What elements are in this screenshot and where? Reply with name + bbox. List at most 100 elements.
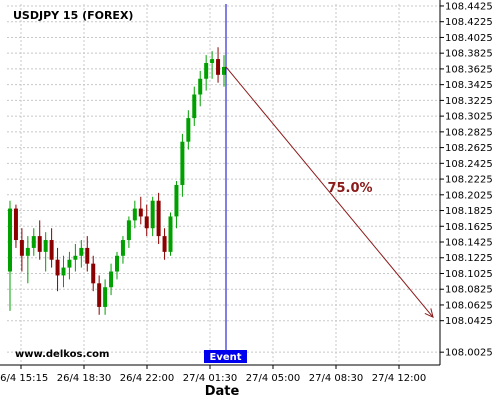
projection-arrow [225,66,434,319]
candle-body [162,236,167,252]
candle [150,196,155,237]
candle-body [120,240,125,256]
candle [103,279,108,315]
candle-body [216,59,221,75]
grid-lines [7,4,440,362]
candle [109,263,114,296]
candle-body [204,63,209,79]
y-tick-label: 108.3825 [445,49,493,60]
candle-body [61,267,66,276]
candle [138,196,143,225]
projection-percent-label: 75.0% [327,181,372,196]
candle [192,86,197,126]
x-axis-title: Date [205,384,240,399]
candle [204,55,209,91]
candle [67,251,72,280]
candle [222,55,226,87]
candle [31,228,36,256]
watermark-text: www.delkos.com [15,349,109,360]
candle [55,247,60,292]
candle [25,236,30,284]
y-tick-label: 108.3425 [445,80,493,91]
y-tick-label: 108.1425 [445,238,493,249]
candle-series [8,47,226,315]
candle-body [49,240,54,260]
y-tick-label: 108.4225 [445,17,493,28]
candle [37,220,42,260]
y-tick-label: 108.2225 [445,175,493,186]
y-tick-label: 108.3625 [445,64,493,75]
x-tick-label: 26/4 22:00 [120,373,174,384]
candle-body [43,240,48,252]
y-tick-label: 108.4425 [445,1,493,12]
candle [216,47,221,83]
candle [132,200,137,229]
candle-body [115,255,119,272]
y-tick-label: 108.0825 [445,285,493,296]
y-tick-label: 108.0625 [445,300,493,311]
candle-body [132,208,137,221]
candle [49,228,54,268]
candle [144,204,149,237]
x-axis: 26/4 15:15 26/4 18:30 26/4 22:00 27/4 01:30… [0,365,426,384]
x-tick-label: 26/4 18:30 [57,373,111,384]
candle-body [186,118,191,142]
candle-body [144,216,149,229]
candle [73,243,78,272]
candle-body [192,94,197,119]
candle-body [210,59,215,64]
candle [91,255,96,292]
candle [156,192,161,244]
candle [61,255,66,288]
candle-body [150,200,155,229]
y-tick-label: 108.1225 [445,253,493,264]
candle-body [156,200,161,237]
projection-line [225,66,434,318]
candle-body [138,208,143,217]
candle-body [31,236,36,248]
candle [210,51,215,79]
candle-body [55,259,60,276]
projection-arrowhead [424,308,434,319]
x-tick-label: 27/4 01:30 [183,373,237,384]
y-tick-label: 108.2825 [445,127,493,138]
candle-body [85,247,90,264]
candle-body [91,263,96,284]
candle-body [198,78,203,95]
candle [13,204,18,248]
y-tick-label: 108.2025 [445,190,493,201]
candle [97,275,102,315]
candle [8,200,12,311]
candle-body [8,208,12,272]
candle [162,228,167,260]
y-tick-label: 108.3025 [445,112,493,123]
candle-body [180,141,185,185]
y-tick-label: 108.0425 [445,316,493,327]
y-tick-label: 108.2625 [445,143,493,154]
candle [120,236,125,264]
candle-body [25,247,30,256]
candle-body [37,236,42,252]
candle-body [168,216,173,252]
candle-body [126,220,131,241]
x-tick-label: 27/4 12:00 [372,373,426,384]
y-tick-label: 108.2425 [445,159,493,170]
x-tick-label: 27/4 08:30 [309,373,363,384]
candle [126,216,131,248]
candle-body [222,66,226,75]
candle [174,181,179,229]
candle-body [13,208,18,241]
y-tick-label: 108.4025 [445,33,493,44]
y-axis: 108.0025 108.0425 108.0625 108.0825 108.1025… [440,1,493,359]
candle [186,110,191,150]
candle-body [97,283,102,307]
x-tick-label: 27/4 05:00 [246,373,300,384]
candle-body [67,259,72,268]
candle [85,236,90,272]
chart-title: USDJPY 15 (FOREX) [13,9,133,22]
candle [79,240,84,268]
y-tick-label: 108.1625 [445,222,493,233]
candle-body [103,287,108,307]
y-tick-label: 108.0025 [445,348,493,359]
